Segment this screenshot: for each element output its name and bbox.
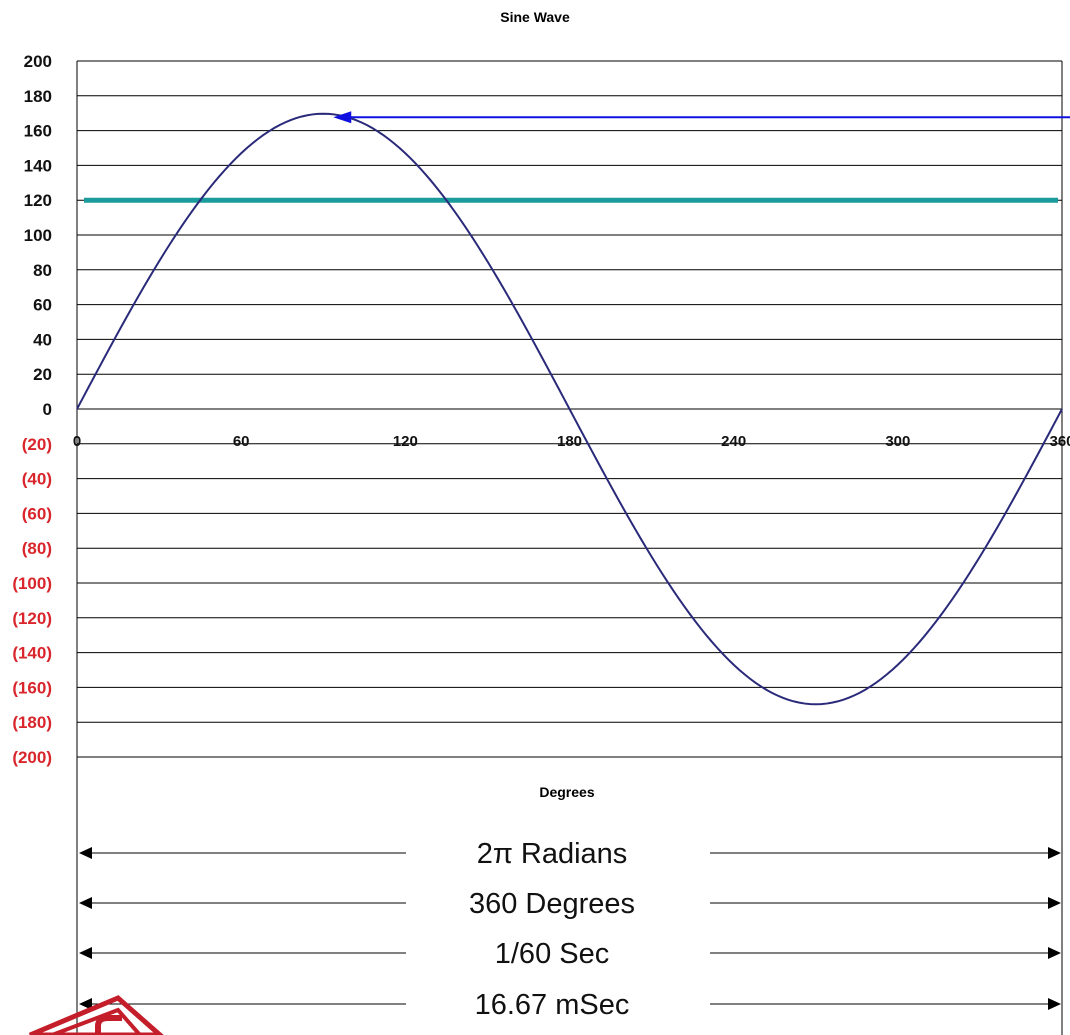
dimension-arrowhead-right [1048, 897, 1061, 909]
plot-border [76, 61, 1063, 1035]
y-tick-label: 140 [24, 156, 52, 175]
x-tick-label: 60 [233, 433, 250, 450]
y-axis-tick-labels: 200180160140120100806040200(20)(40)(60)(… [12, 52, 52, 767]
y-tick-label: 80 [33, 261, 52, 280]
dimension-label: 1/60 Sec [495, 938, 609, 970]
chart-title: Sine Wave [500, 9, 570, 25]
x-tick-label: 360 [1049, 433, 1070, 450]
y-tick-label: (180) [12, 713, 52, 732]
dimension-arrowhead-right [1048, 947, 1061, 959]
peak-arrow [333, 111, 1070, 124]
y-tick-label: 200 [24, 52, 52, 71]
dimension-arrowhead-left [79, 897, 92, 909]
logo-inner-outline [51, 1007, 143, 1035]
x-axis-label: Degrees [539, 784, 594, 800]
sine-wave-series [76, 112, 1063, 706]
dimension-arrowhead-right [1048, 998, 1061, 1010]
y-tick-label: 100 [24, 226, 52, 245]
dimension-arrowhead-right [1048, 847, 1061, 859]
dimension-arrowhead-left [79, 998, 92, 1010]
dimension-label: 16.67 mSec [475, 989, 630, 1021]
y-tick-label: (40) [22, 470, 52, 489]
x-tick-label: 300 [885, 433, 910, 450]
grid-lines [77, 60, 1062, 758]
dimension-arrowhead-left [79, 847, 92, 859]
peak-arrow-head [333, 111, 352, 124]
y-tick-label: 60 [33, 296, 52, 315]
y-tick-label: 20 [33, 365, 52, 384]
y-tick-label: (200) [12, 748, 52, 767]
y-tick-label: (80) [22, 539, 52, 558]
y-tick-label: 180 [24, 87, 52, 106]
y-tick-label: 160 [24, 122, 52, 141]
dimension-label: 360 Degrees [469, 888, 635, 920]
x-tick-label: 120 [393, 433, 418, 450]
y-tick-label: (140) [12, 644, 52, 663]
x-tick-label: 180 [557, 433, 582, 450]
x-axis-tick-labels: 060120180240300360 [73, 433, 1070, 450]
y-tick-label: (100) [12, 574, 52, 593]
y-tick-label: 40 [33, 330, 52, 349]
y-tick-label: (160) [12, 678, 52, 697]
y-tick-label: (60) [22, 504, 52, 523]
dimension-annotations: 2π Radians 360 Degrees 1/60 Sec 16.67 mSec [79, 838, 1061, 1021]
dimension-label: 2π Radians [477, 838, 628, 870]
logo-letter-mark [95, 1015, 122, 1035]
x-tick-label: 240 [721, 433, 746, 450]
company-logo [29, 995, 164, 1035]
logo-outline [29, 995, 164, 1035]
dimension-arrowhead-left [79, 947, 92, 959]
y-tick-label: (120) [12, 609, 52, 628]
y-tick-label: 120 [24, 191, 52, 210]
y-tick-label: 0 [43, 400, 52, 419]
y-tick-label: (20) [22, 435, 52, 454]
